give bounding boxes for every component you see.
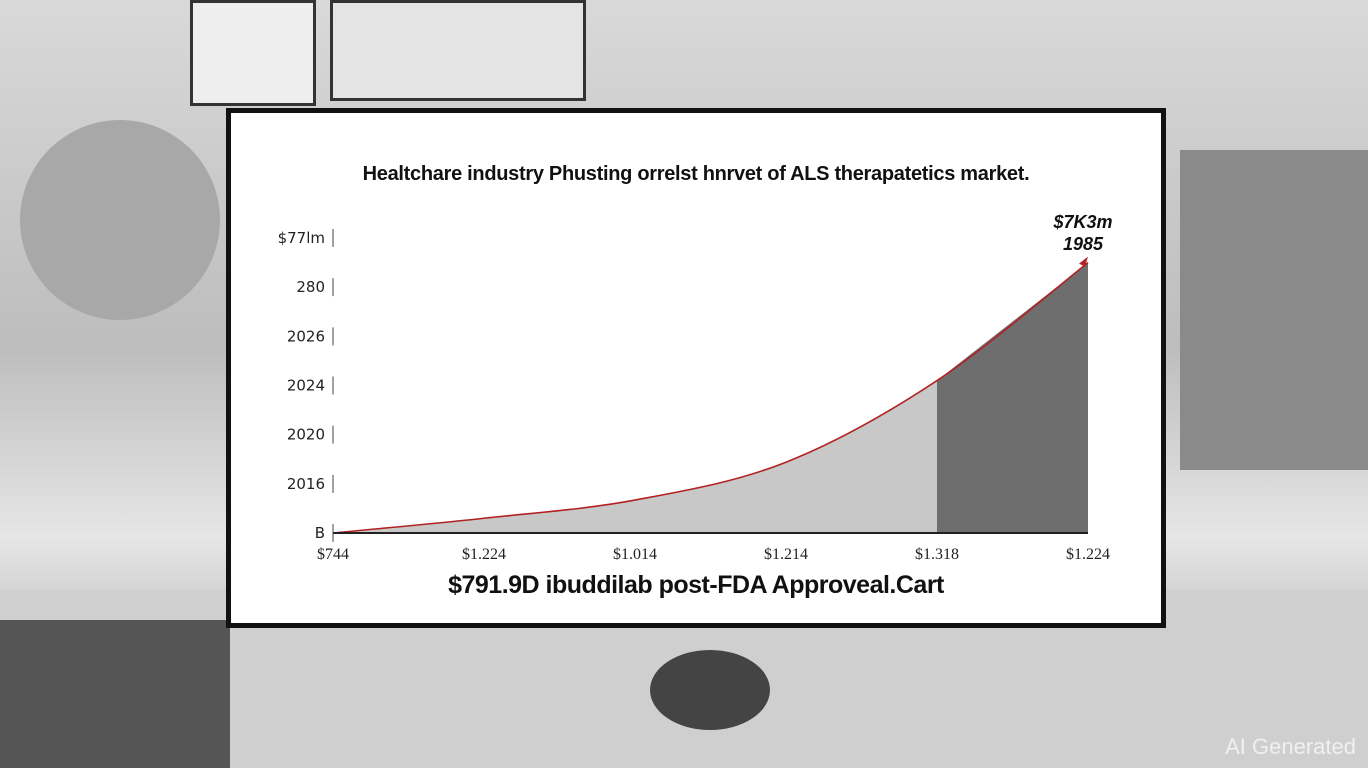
end-annotation: $7K3m	[1052, 212, 1112, 232]
y-tick-label: 2020	[287, 426, 325, 444]
y-tick-label: 2026	[287, 327, 325, 345]
watermark: AI Generated	[1225, 734, 1356, 759]
y-tick-label: 280	[296, 278, 325, 296]
y-tick-label: 2024	[287, 377, 325, 395]
area-chart: B 2016 2020 2024 2026 280 $77lm $744 $1.224 $1.01…	[278, 212, 1113, 563]
highlight-area	[937, 262, 1088, 533]
chart-panel: Healtchare industry Phusting orrelst hnr…	[226, 108, 1166, 628]
y-tick-label: B	[315, 524, 325, 542]
x-tick-label: $1.014	[613, 546, 657, 563]
arrow-head-icon	[1079, 256, 1088, 267]
y-tick-label: $77lm	[278, 229, 325, 247]
x-tick-label: $1.224	[1066, 546, 1110, 563]
series-line	[332, 261, 1089, 534]
y-tick-label: 2016	[287, 475, 325, 493]
x-tick-label: $1.224	[462, 546, 506, 563]
end-annotation: 1985	[1063, 234, 1104, 254]
chart-title: Healtchare industry Phusting orrelst hnr…	[362, 163, 1030, 185]
chart-subtitle: $791.9D ibuddilab post-FDA Approveal.Car…	[448, 571, 944, 599]
x-tick-label: $1.214	[764, 546, 808, 563]
x-tick-label: $1.318	[915, 546, 959, 563]
area-fill	[333, 262, 1088, 533]
x-tick-label: $744	[317, 546, 349, 563]
